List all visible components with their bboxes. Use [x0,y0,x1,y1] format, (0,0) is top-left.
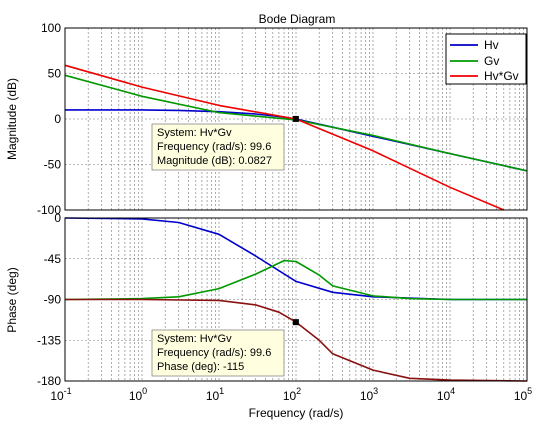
x-axis-label: Frequency (rad/s) [249,406,344,420]
magnitude-datatip-frequency: Frequency (rad/s): 99.6 [157,141,271,153]
phase-panel: 0 -45 -90 -135 -180 Phase (deg) System: Hv*G… [5,211,528,388]
x-ticks: 10-1 100 101 102 103 104 105 [50,386,532,403]
xtick-label: 102 [283,386,301,403]
magnitude-ytick-label: 100 [41,21,61,35]
phase-axes-frame [64,217,528,382]
phase-datatip-system: System: Hv*Gv [157,333,232,345]
xtick-label: 104 [437,386,455,403]
legend-label-gv: Gv [484,54,499,68]
magnitude-datatip-marker[interactable] [292,115,299,122]
phase-ytick-label: -180 [37,374,61,388]
magnitude-datatip-box [151,123,285,171]
legend-label-hvgv: Hv*Gv [484,69,519,83]
phase-datatip-frequency: Frequency (rad/s): 99.6 [157,347,271,359]
phase-datatip-marker[interactable] [292,319,299,326]
magnitude-axes-frame [64,27,528,211]
phase-ytick-label: 0 [54,211,61,225]
phase-datatip[interactable]: System: Hv*Gv Frequency (rad/s): 99.6 Ph… [151,319,299,377]
magnitude-ytick-label: -50 [44,158,62,172]
phase-ytick-label: -45 [44,252,62,266]
xtick-label: 10-1 [50,386,71,403]
xtick-label: 100 [129,386,147,403]
magnitude-ytick-label: 50 [48,67,62,81]
magnitude-panel: 100 50 0 -50 -100 Magnitude (dB) Hv Gv Hv*Gv… [5,21,528,217]
legend[interactable]: Hv Gv Hv*Gv [445,33,527,85]
legend-label-hv: Hv [484,38,499,52]
phase-datatip-value: Phase (deg): -115 [157,361,244,373]
figure-title: Bode Diagram [259,12,336,26]
phase-series [64,217,528,382]
phase-series-hvgv [65,298,528,382]
phase-y-ticks: 0 -45 -90 -135 -180 [37,211,61,388]
magnitude-ytick-label: 0 [54,112,61,126]
magnitude-ylabel: Magnitude (dB) [5,78,19,160]
xtick-label: 105 [514,386,532,403]
phase-datatip-box [151,329,285,377]
phase-ylabel: Phase (deg) [5,267,19,332]
phase-ytick-label: -90 [44,293,62,307]
magnitude-datatip-value: Magnitude (dB): 0.0827 [157,155,272,167]
magnitude-datatip-system: System: Hv*Gv [157,127,232,139]
magnitude-y-ticks: 100 50 0 -50 -100 [37,21,61,217]
xtick-label: 103 [360,386,378,403]
xtick-label: 101 [206,386,224,403]
phase-ytick-label: -135 [37,333,61,347]
magnitude-ytick-label: -100 [37,203,61,217]
phase-series-gv [64,259,527,301]
magnitude-datatip[interactable]: System: Hv*Gv Frequency (rad/s): 99.6 Ma… [151,115,299,171]
